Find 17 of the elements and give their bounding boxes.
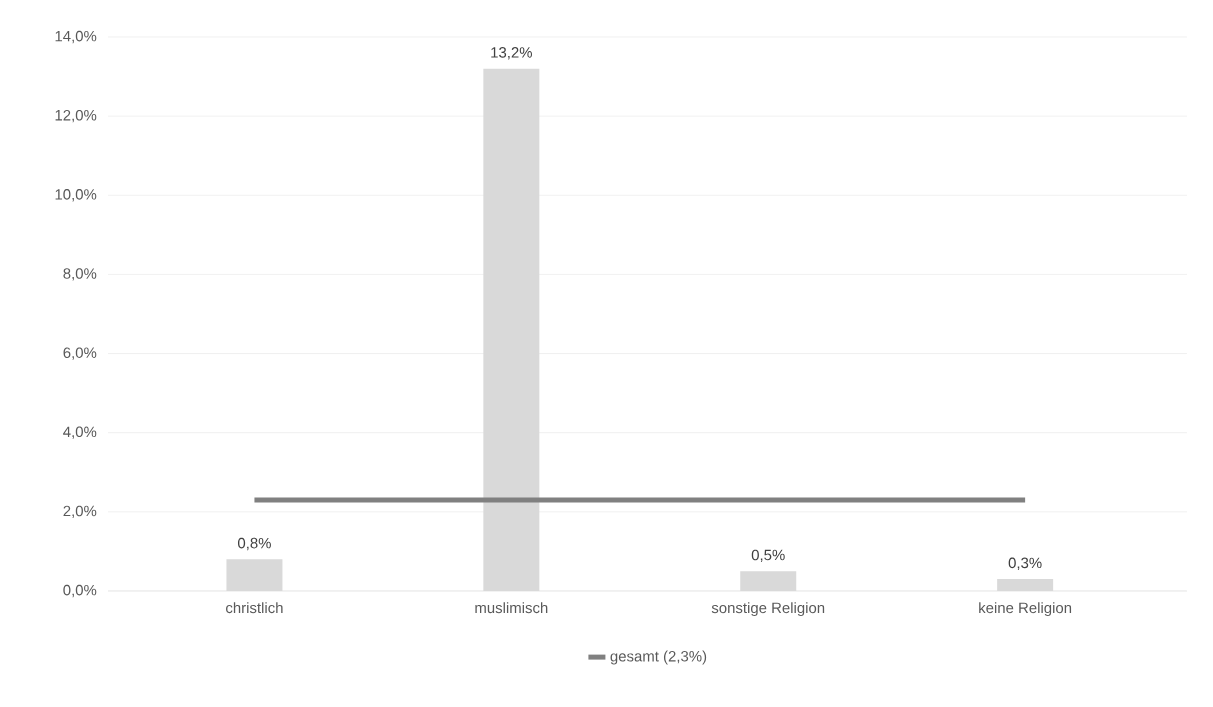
y-tick-label: 10,0% (55, 189, 97, 202)
data-label: 0,5% (751, 549, 785, 563)
data-label: 0,3% (1008, 557, 1042, 570)
x-tick-label: christlich (226, 602, 283, 614)
x-tick-label: sonstige Religion (711, 602, 825, 617)
y-tick-label: 14,0% (55, 30, 97, 44)
legend-label: gesamt (2,3%) (610, 650, 707, 665)
data-label: 13,2% (491, 47, 532, 60)
y-tick-label: 6,0% (63, 347, 97, 360)
x-tick-label: keine Religion (979, 602, 1072, 617)
y-tick-label: 2,0% (63, 505, 97, 519)
y-tick-label: 0,0% (63, 584, 97, 598)
y-tick-label: 4,0% (63, 426, 97, 439)
y-tick-label: 12,0% (55, 109, 97, 123)
data-label: 0,8% (237, 537, 271, 551)
y-tick-label: 8,0% (63, 268, 97, 281)
x-tick-label: muslimisch (475, 602, 548, 614)
